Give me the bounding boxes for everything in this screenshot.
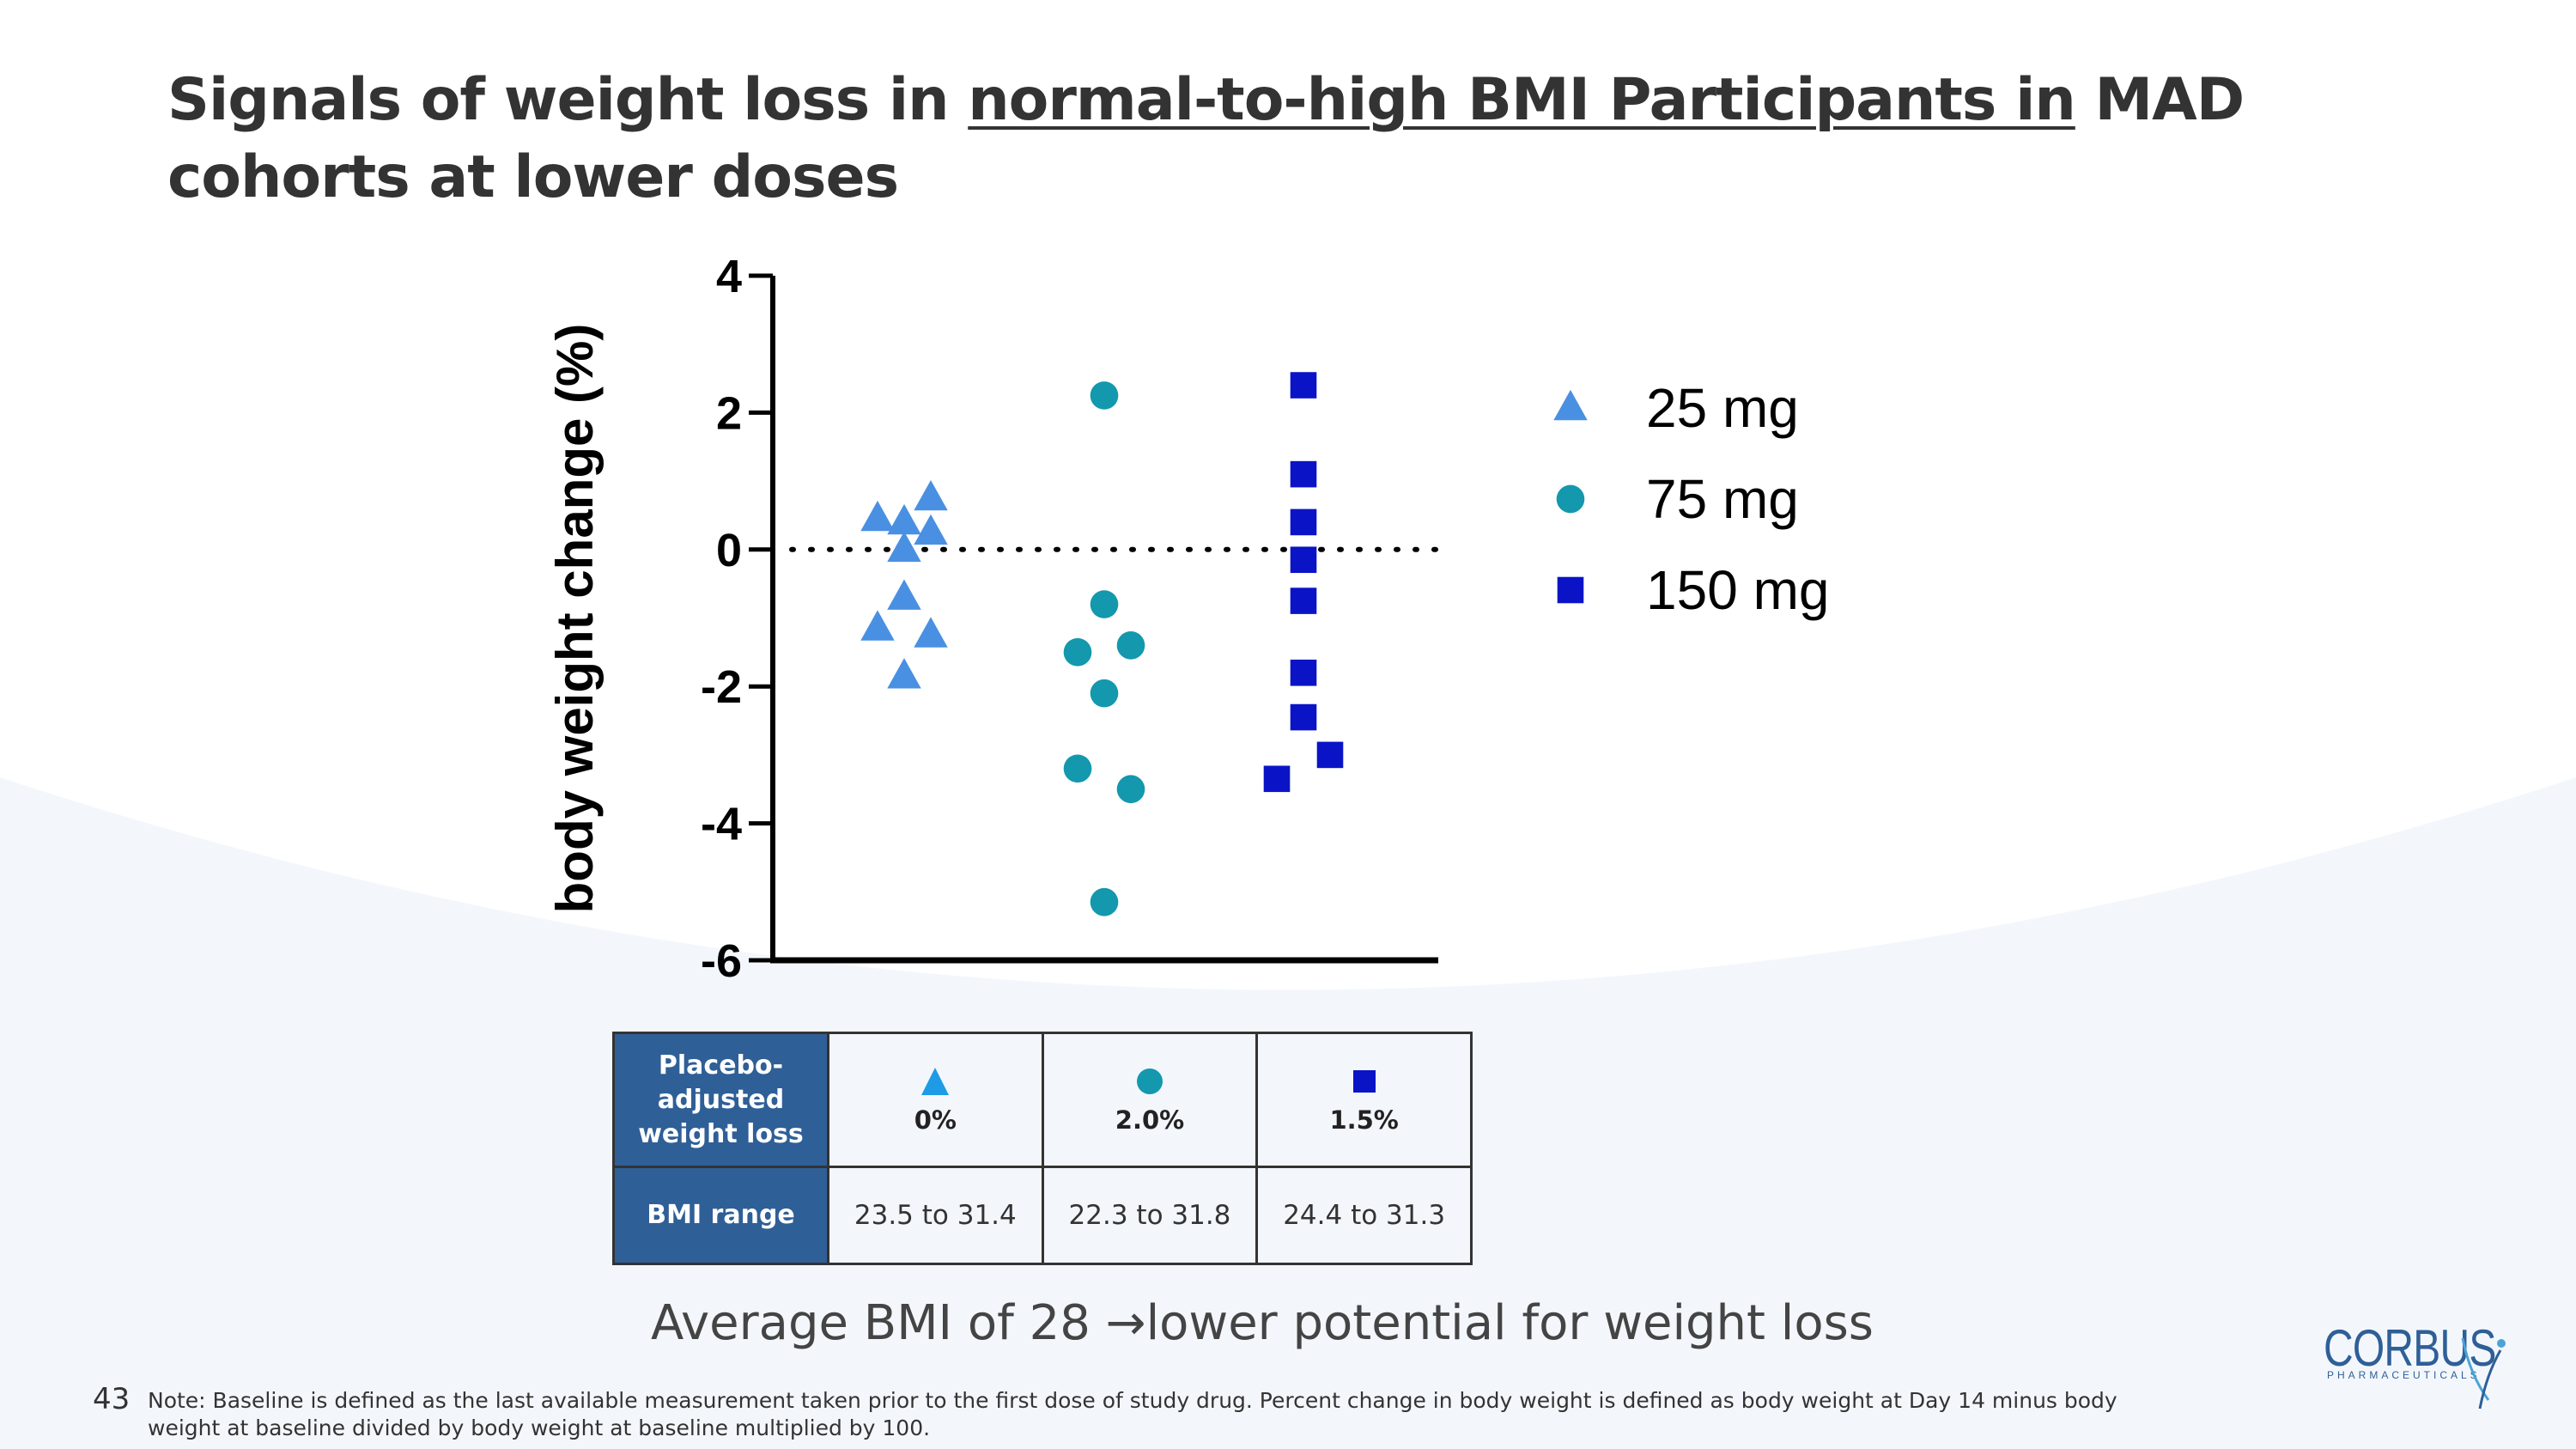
weight-loss-cell-75mg: 2.0% xyxy=(1041,1032,1259,1168)
weight-loss-row: Placebo-adjusted weight loss 0% 2.0% 1.5… xyxy=(612,1032,1473,1168)
legend-marker-circle xyxy=(1556,484,1585,514)
takeaway-text: Average BMI of 28 →lower potential for w… xyxy=(651,1295,1874,1351)
slide-title: Signals of weight loss in normal-to-high… xyxy=(167,62,2366,216)
legend-marker-triangle xyxy=(1553,389,1588,421)
y-tick-label: -4 xyxy=(701,799,742,850)
y-tick-label: -6 xyxy=(701,935,742,987)
bmi-range-value: 22.3 to 31.8 xyxy=(1041,1166,1259,1265)
legend: 25 mg 75 mg 150 mg xyxy=(1553,377,1829,621)
legend-label: 25 mg xyxy=(1646,377,1799,439)
data-point-circle xyxy=(1063,638,1092,667)
data-point-circle xyxy=(1090,679,1119,708)
data-points xyxy=(860,372,1344,916)
y-tick-label: 0 xyxy=(716,525,742,576)
data-point-triangle xyxy=(887,658,921,689)
legend-marker-square xyxy=(1557,576,1584,604)
data-point-circle xyxy=(1090,381,1119,410)
weight-loss-cell-150mg: 1.5% xyxy=(1255,1032,1473,1168)
triangle-marker-icon xyxy=(921,1067,950,1095)
data-point-circle xyxy=(1090,590,1119,618)
weight-loss-header: Placebo-adjusted weight loss xyxy=(612,1032,829,1168)
title-part1: Signals of weight loss in xyxy=(167,66,969,134)
weight-loss-value: 0% xyxy=(914,1105,957,1135)
legend-label: 75 mg xyxy=(1646,468,1799,530)
data-point-triangle xyxy=(860,610,895,641)
circle-marker-icon xyxy=(1136,1068,1163,1094)
summary-table: Placebo-adjusted weight loss 0% 2.0% 1.5… xyxy=(612,1032,1473,1265)
data-point-circle xyxy=(1116,775,1145,804)
data-point-circle xyxy=(1063,754,1092,783)
logo-subtitle: PHARMACEUTICALS xyxy=(2327,1369,2481,1381)
footnote: Note: Baseline is defined as the last av… xyxy=(148,1388,2117,1440)
weight-loss-value: 1.5% xyxy=(1329,1105,1399,1135)
data-point-circle xyxy=(1116,631,1145,660)
title-part2: MAD cohorts at lower doses xyxy=(167,66,2245,211)
y-axis-label: body weight change (%) xyxy=(546,324,604,914)
data-point-triangle xyxy=(914,617,948,648)
bmi-range-row: BMI range 23.5 to 31.4 22.3 to 31.8 24.4… xyxy=(612,1166,1473,1265)
bmi-range-header: BMI range xyxy=(612,1166,829,1265)
axes: 4 2 0 -2 -4 -6 xyxy=(701,251,1441,987)
data-point-square xyxy=(1290,508,1317,536)
data-point-square xyxy=(1290,588,1317,614)
y-tick-label: 2 xyxy=(716,387,742,439)
y-tick-label: 4 xyxy=(716,251,742,302)
legend-label: 150 mg xyxy=(1646,559,1829,621)
y-tick-label: -2 xyxy=(701,661,742,713)
page-number: 43 xyxy=(93,1382,131,1416)
bmi-range-value: 24.4 to 31.3 xyxy=(1255,1166,1473,1265)
data-point-square xyxy=(1290,460,1317,488)
data-point-square xyxy=(1290,546,1317,574)
data-point-triangle xyxy=(860,500,895,532)
data-point-square xyxy=(1316,741,1344,769)
square-marker-icon xyxy=(1352,1069,1376,1093)
weight-loss-cell-25mg: 0% xyxy=(827,1032,1044,1168)
title-underlined: normal-to-high BMI Participants in xyxy=(968,66,2076,134)
bmi-range-value: 23.5 to 31.4 xyxy=(827,1166,1044,1265)
data-point-triangle xyxy=(887,503,921,535)
logo-wordmark: CORBUS xyxy=(2324,1319,2496,1377)
data-point-square xyxy=(1290,703,1317,731)
data-point-square xyxy=(1290,659,1317,686)
logo-swoosh-icon xyxy=(2461,1337,2506,1409)
data-point-square xyxy=(1263,765,1291,793)
data-point-triangle xyxy=(887,531,921,563)
data-point-circle xyxy=(1090,887,1119,916)
weight-loss-value: 2.0% xyxy=(1115,1105,1185,1135)
data-point-square xyxy=(1290,372,1317,399)
data-point-triangle xyxy=(887,579,921,610)
data-point-triangle xyxy=(914,514,948,545)
data-point-triangle xyxy=(914,479,948,511)
